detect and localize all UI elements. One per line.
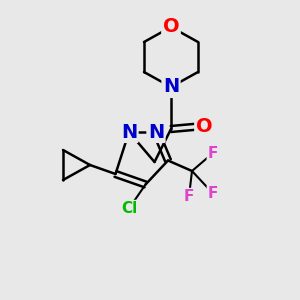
- Text: N: N: [121, 122, 137, 142]
- Text: N: N: [163, 77, 179, 97]
- Text: F: F: [208, 186, 218, 201]
- Text: Cl: Cl: [121, 201, 137, 216]
- Text: O: O: [196, 116, 212, 136]
- Text: N: N: [148, 122, 164, 142]
- Text: F: F: [208, 146, 218, 160]
- Text: F: F: [184, 189, 194, 204]
- Text: O: O: [163, 17, 179, 37]
